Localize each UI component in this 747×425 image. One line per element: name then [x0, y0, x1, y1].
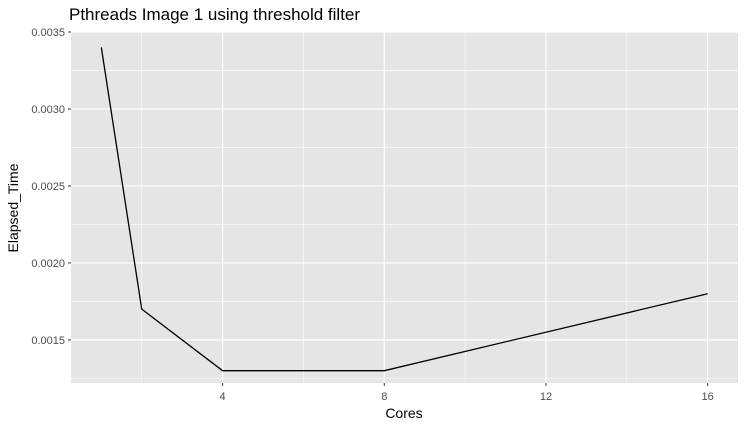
- x-tick-label: 12: [540, 391, 552, 403]
- y-tick-label: 0.0015: [31, 335, 65, 347]
- y-axis-ticks: 0.0015 0.0020 0.0025 0.0030 0.0035: [31, 27, 71, 347]
- y-axis-title: Elapsed_Time: [5, 163, 21, 252]
- series-group: [100, 47, 708, 372]
- y-tick-label: 0.0025: [31, 181, 65, 193]
- y-tick-label: 0.0030: [31, 104, 65, 116]
- chart-title: Pthreads Image 1 using threshold filter: [69, 5, 360, 24]
- minor-gridlines: [71, 32, 738, 383]
- y-tick-label: 0.0035: [31, 27, 65, 39]
- x-tick-label: 8: [381, 391, 387, 403]
- y-tick-label: 0.0020: [31, 258, 65, 270]
- x-tick-label: 4: [220, 391, 226, 403]
- plot-panel: [71, 32, 738, 383]
- x-tick-label: 16: [702, 391, 714, 403]
- x-axis-ticks: 4 8 12 16: [220, 383, 714, 403]
- x-axis-title: Cores: [385, 405, 422, 421]
